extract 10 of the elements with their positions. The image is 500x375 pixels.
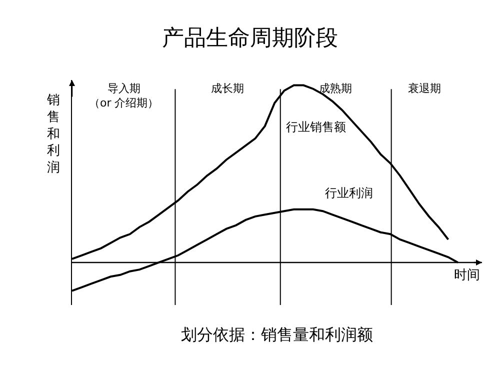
series-label: 行业销售额 xyxy=(286,120,346,134)
annotation: 衰退期 xyxy=(408,82,441,95)
series-label: 行业利润 xyxy=(325,186,373,200)
x-axis-title: 时间 xyxy=(454,268,480,283)
text: 划分依据：销售量和利润额 xyxy=(181,325,373,344)
annotation: 导入期（or 介绍期） xyxy=(89,82,159,110)
y-axis-title: 销售和利润 xyxy=(46,93,60,176)
chart-title: 产品生命周期阶段 xyxy=(162,26,338,52)
annotation: 成长期 xyxy=(211,82,244,95)
annotation: 成熟期 xyxy=(319,82,352,95)
